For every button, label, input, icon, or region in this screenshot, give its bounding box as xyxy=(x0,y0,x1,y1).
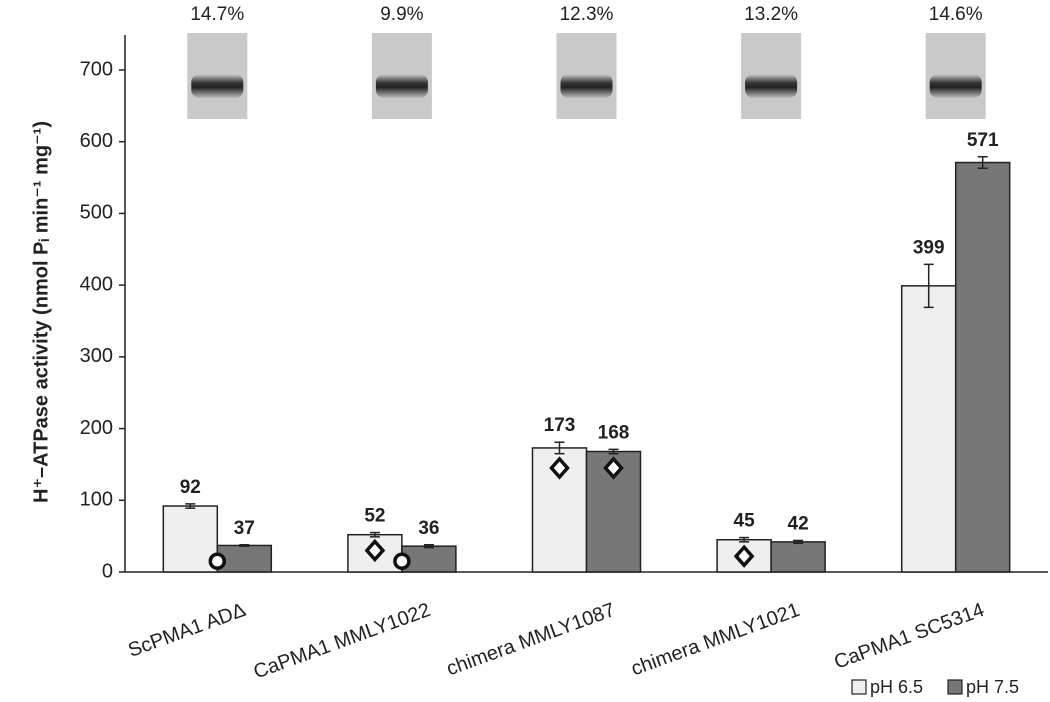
gel-label: 14.7% xyxy=(190,4,244,25)
value-label: 45 xyxy=(734,511,756,532)
point-marker xyxy=(733,544,755,568)
x-tick-label: chimera MMLY1087 xyxy=(444,599,618,680)
y-tick-label: 400 xyxy=(80,273,113,295)
y-tick-label: 100 xyxy=(80,489,113,511)
gel-band xyxy=(191,74,244,98)
point-marker xyxy=(364,538,386,563)
y-tick-label: 500 xyxy=(80,202,113,224)
value-label: 173 xyxy=(544,415,576,436)
y-axis-label: H⁺–ATPase activity (nmol Pᵢ min⁻¹ mg⁻¹) xyxy=(30,121,52,503)
legend-swatch xyxy=(947,679,963,695)
value-label: 92 xyxy=(180,477,201,498)
y-tick-label: 200 xyxy=(80,417,113,439)
gel-label: 14.6% xyxy=(929,4,983,25)
value-label: 399 xyxy=(913,237,945,258)
bar xyxy=(162,505,219,573)
gel-label: 9.9% xyxy=(380,4,423,25)
point-marker xyxy=(393,552,411,570)
gel-label: 13.2% xyxy=(744,4,798,25)
point-marker xyxy=(208,552,227,570)
gel-band xyxy=(375,74,428,98)
y-tick-label: 0 xyxy=(102,560,113,582)
x-tick-label: ScPMA1 ADΔ xyxy=(125,599,248,662)
y-tick-label: 600 xyxy=(80,130,113,152)
value-label: 168 xyxy=(598,422,630,443)
value-label: 42 xyxy=(788,513,809,534)
y-tick-label: 700 xyxy=(80,58,113,80)
bar xyxy=(900,285,957,573)
gel-band xyxy=(560,74,613,98)
y-tick-label: 300 xyxy=(80,345,113,367)
point-marker xyxy=(549,456,570,480)
value-label: 36 xyxy=(418,518,439,539)
bar xyxy=(770,541,826,573)
legend-label: pH 7.5 xyxy=(966,677,1019,697)
point-marker xyxy=(603,456,624,480)
gel-band xyxy=(929,74,982,98)
legend-swatch xyxy=(851,679,867,695)
value-label: 52 xyxy=(364,506,385,527)
value-label: 571 xyxy=(967,130,999,151)
gel-label: 12.3% xyxy=(560,4,614,25)
x-tick-label: CaPMA1 SC5314 xyxy=(831,599,987,674)
legend-label: pH 6.5 xyxy=(870,677,923,697)
x-tick-label: chimera MMLY1021 xyxy=(628,599,802,680)
bar xyxy=(954,161,1011,573)
x-tick-label: CaPMA1 MMLY1022 xyxy=(251,599,434,683)
value-label: 37 xyxy=(234,518,255,539)
gel-band xyxy=(745,74,798,98)
